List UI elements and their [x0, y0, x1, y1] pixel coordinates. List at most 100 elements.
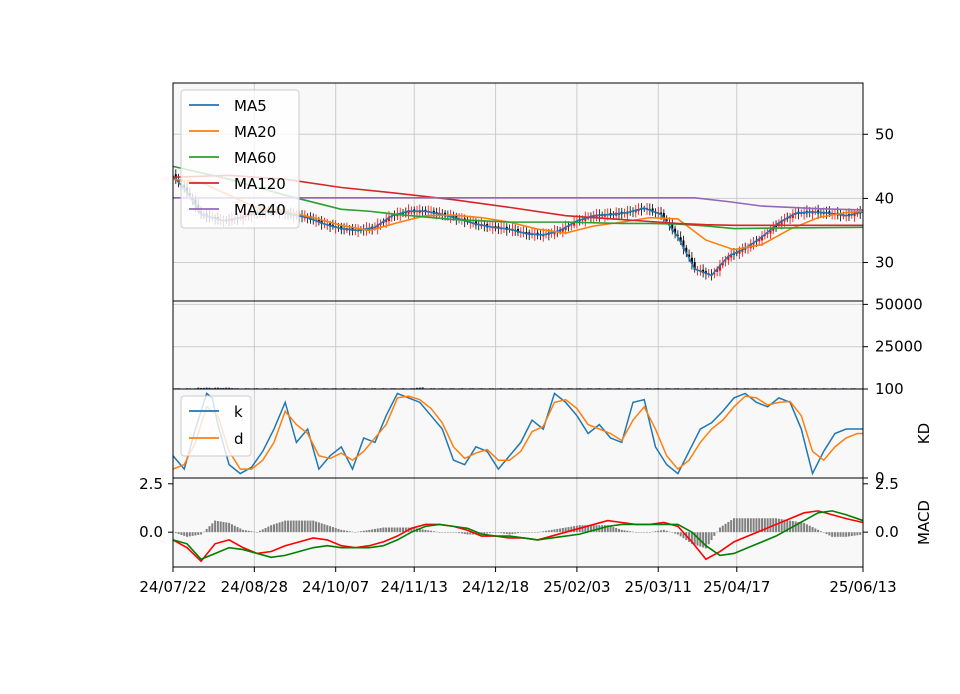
- osc-bar: [231, 524, 233, 532]
- osc-bar: [733, 518, 735, 532]
- osc-bar: [366, 530, 368, 532]
- y-tick-label-left: 0.0: [139, 523, 163, 541]
- osc-bar: [337, 529, 339, 532]
- x-tick-label: 24/11/13: [381, 578, 448, 596]
- osc-bar: [458, 532, 460, 533]
- osc-bar: [806, 524, 808, 532]
- osc-bar: [461, 532, 463, 533]
- osc-bar: [753, 518, 755, 532]
- osc-bar: [503, 532, 505, 533]
- osc-bar: [307, 521, 309, 533]
- osc-bar: [610, 526, 612, 532]
- osc-bar: [713, 532, 715, 536]
- osc-bar: [800, 522, 802, 532]
- osc-bar: [828, 532, 830, 535]
- osc-bar: [368, 530, 370, 532]
- osc-bar: [674, 532, 676, 533]
- y-axis-label: MACD: [915, 500, 933, 545]
- osc-bar: [175, 532, 177, 533]
- osc-bar: [514, 532, 516, 533]
- osc-bar: [388, 528, 390, 533]
- y-tick-label: 2.5: [875, 475, 899, 493]
- legend-label: MA240: [234, 201, 286, 219]
- osc-bar: [441, 532, 443, 533]
- osc-bar: [237, 527, 239, 532]
- osc-bar: [680, 532, 682, 536]
- y-tick-label: 25000: [875, 338, 923, 356]
- osc-bar: [826, 532, 828, 534]
- osc-bar: [632, 532, 634, 533]
- osc-bar: [750, 518, 752, 532]
- osc-bar: [312, 521, 314, 533]
- osc-bar: [500, 532, 502, 533]
- osc-bar: [340, 530, 342, 532]
- osc-bar: [629, 531, 631, 532]
- osc-bar: [438, 532, 440, 533]
- osc-bar: [321, 523, 323, 532]
- osc-bar: [329, 526, 331, 532]
- osc-bar: [767, 518, 769, 532]
- osc-bar: [635, 532, 637, 533]
- osc-bar: [332, 527, 334, 532]
- osc-bar: [523, 532, 525, 533]
- osc-bar: [559, 528, 561, 532]
- osc-bar: [450, 532, 452, 533]
- x-tick-label: 24/08/28: [221, 578, 288, 596]
- osc-bar: [248, 531, 250, 532]
- legend-label: MA5: [234, 97, 267, 115]
- osc-bar: [374, 529, 376, 532]
- osc-bar: [812, 527, 814, 532]
- osc-bar: [545, 531, 547, 532]
- osc-bar: [520, 532, 522, 533]
- osc-bar: [287, 521, 289, 533]
- osc-bar: [615, 528, 617, 532]
- osc-bar: [618, 529, 620, 532]
- y-tick-label: 0.0: [875, 523, 899, 541]
- osc-bar: [722, 526, 724, 533]
- osc-bar: [831, 532, 833, 537]
- osc-bar: [551, 530, 553, 532]
- x-tick-label: 25/06/13: [829, 578, 896, 596]
- osc-bar: [741, 518, 743, 532]
- osc-bar: [304, 521, 306, 533]
- osc-bar: [823, 532, 825, 533]
- osc-bar: [643, 532, 645, 533]
- osc-bar: [270, 525, 272, 532]
- osc-bar: [814, 528, 816, 532]
- osc-bar: [206, 529, 208, 532]
- osc-bar: [848, 532, 850, 536]
- osc-bar: [511, 532, 513, 534]
- osc-bar: [239, 528, 241, 532]
- osc-bar: [279, 522, 281, 532]
- osc-bar: [180, 532, 182, 535]
- osc-bar: [553, 529, 555, 532]
- osc-bar: [200, 532, 202, 534]
- y-tick-label: 30: [875, 254, 894, 272]
- osc-bar: [671, 532, 673, 533]
- legend-label: MA60: [234, 149, 276, 167]
- osc-bar: [711, 532, 713, 540]
- osc-bar: [225, 522, 227, 532]
- osc-bar: [668, 532, 670, 533]
- osc-bar: [228, 523, 230, 532]
- osc-bar: [548, 530, 550, 532]
- osc-bar: [335, 528, 337, 532]
- y-tick-label: 40: [875, 189, 894, 207]
- osc-bar: [444, 532, 446, 533]
- osc-bar: [534, 532, 536, 533]
- osc-bar: [506, 532, 508, 534]
- y-tick-label: 50: [875, 125, 894, 143]
- osc-bar: [795, 521, 797, 532]
- osc-bar: [276, 523, 278, 532]
- osc-bar: [315, 521, 317, 532]
- osc-bar: [349, 531, 351, 532]
- osc-bar: [214, 521, 216, 533]
- osc-bar: [778, 519, 780, 532]
- osc-bar: [192, 532, 194, 536]
- osc-bar: [725, 524, 727, 532]
- osc-bar: [357, 532, 359, 533]
- osc-bar: [318, 522, 320, 532]
- osc-bar: [542, 531, 544, 532]
- osc-bar: [859, 532, 861, 535]
